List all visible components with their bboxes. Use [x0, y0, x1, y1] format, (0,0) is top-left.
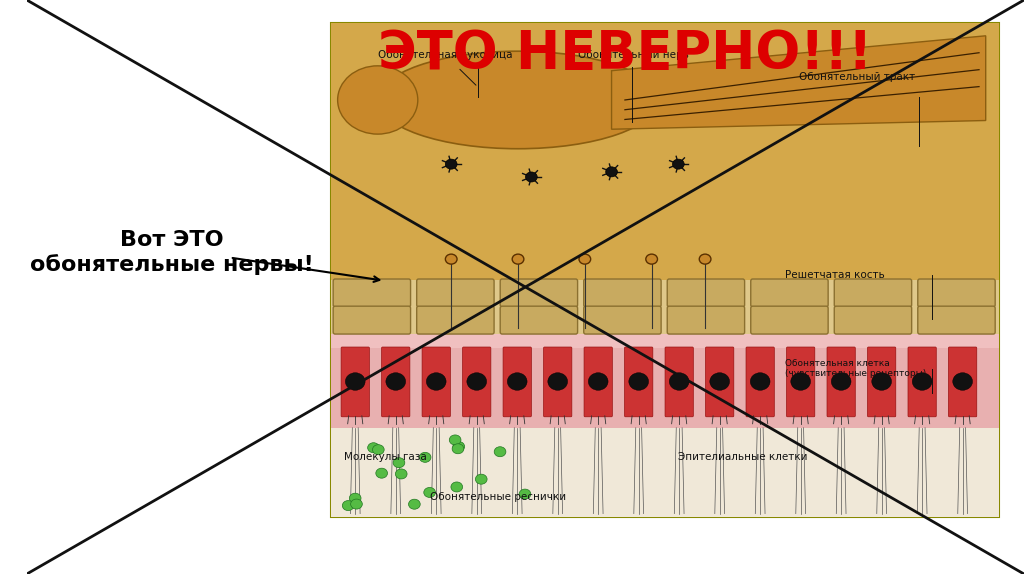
Ellipse shape — [710, 373, 729, 390]
FancyBboxPatch shape — [835, 279, 911, 307]
FancyBboxPatch shape — [751, 279, 828, 307]
Text: Молекулы газа: Молекулы газа — [344, 452, 427, 463]
Ellipse shape — [629, 373, 648, 390]
Bar — [331, 334, 999, 348]
FancyBboxPatch shape — [341, 347, 370, 417]
FancyBboxPatch shape — [584, 279, 662, 307]
Ellipse shape — [673, 159, 684, 169]
Ellipse shape — [338, 66, 418, 134]
FancyBboxPatch shape — [918, 279, 995, 307]
FancyBboxPatch shape — [668, 306, 744, 334]
Text: Эпителиальные клетки: Эпителиальные клетки — [678, 452, 808, 463]
FancyBboxPatch shape — [417, 306, 495, 334]
Ellipse shape — [373, 445, 384, 455]
Bar — [331, 334, 999, 428]
Ellipse shape — [350, 499, 362, 509]
Bar — [331, 23, 999, 280]
FancyBboxPatch shape — [584, 347, 612, 417]
FancyBboxPatch shape — [382, 347, 410, 417]
Ellipse shape — [589, 373, 608, 390]
Ellipse shape — [426, 373, 446, 390]
Ellipse shape — [912, 373, 932, 390]
Text: Вот ЭТО
обонятельные нервы!: Вот ЭТО обонятельные нервы! — [30, 230, 313, 275]
FancyBboxPatch shape — [668, 279, 744, 307]
Ellipse shape — [519, 489, 530, 499]
FancyBboxPatch shape — [463, 347, 490, 417]
Polygon shape — [611, 36, 986, 129]
Bar — [331, 280, 999, 334]
Ellipse shape — [467, 373, 486, 390]
Ellipse shape — [349, 493, 361, 503]
FancyBboxPatch shape — [544, 347, 571, 417]
FancyBboxPatch shape — [500, 306, 578, 334]
FancyBboxPatch shape — [333, 279, 411, 307]
Ellipse shape — [548, 373, 567, 390]
FancyBboxPatch shape — [918, 306, 995, 334]
Ellipse shape — [871, 373, 892, 390]
Ellipse shape — [831, 373, 851, 390]
Ellipse shape — [378, 51, 658, 149]
Ellipse shape — [342, 501, 354, 511]
Ellipse shape — [606, 167, 617, 177]
Text: Решетчатая кость: Решетчатая кость — [785, 270, 885, 280]
Ellipse shape — [386, 373, 406, 390]
Ellipse shape — [453, 444, 464, 454]
Ellipse shape — [451, 482, 463, 492]
Text: Обонятельные реснички: Обонятельные реснички — [430, 492, 566, 502]
FancyBboxPatch shape — [786, 347, 815, 417]
Ellipse shape — [495, 447, 506, 457]
Ellipse shape — [393, 457, 404, 468]
FancyBboxPatch shape — [584, 306, 662, 334]
Ellipse shape — [525, 172, 538, 182]
FancyBboxPatch shape — [665, 347, 693, 417]
Ellipse shape — [345, 373, 366, 390]
Ellipse shape — [453, 441, 465, 452]
Ellipse shape — [445, 159, 457, 169]
FancyBboxPatch shape — [867, 347, 896, 417]
Text: Обонятельная клетка
(чувствительные рецепторы): Обонятельная клетка (чувствительные реце… — [785, 359, 927, 378]
Ellipse shape — [751, 373, 770, 390]
FancyBboxPatch shape — [625, 347, 653, 417]
Bar — [331, 23, 999, 517]
FancyBboxPatch shape — [827, 347, 855, 417]
Ellipse shape — [579, 254, 591, 264]
Ellipse shape — [670, 373, 689, 390]
Text: Обонятельный нерв: Обонятельный нерв — [579, 50, 689, 60]
Ellipse shape — [424, 487, 435, 498]
FancyBboxPatch shape — [908, 347, 936, 417]
Ellipse shape — [512, 254, 524, 264]
Ellipse shape — [507, 373, 527, 390]
Ellipse shape — [409, 499, 420, 509]
FancyBboxPatch shape — [751, 306, 828, 334]
FancyBboxPatch shape — [835, 306, 911, 334]
Ellipse shape — [419, 452, 431, 462]
Bar — [331, 428, 999, 517]
FancyBboxPatch shape — [422, 347, 451, 417]
Ellipse shape — [646, 254, 657, 264]
Ellipse shape — [952, 373, 973, 390]
Ellipse shape — [791, 373, 811, 390]
FancyBboxPatch shape — [500, 279, 578, 307]
Ellipse shape — [699, 254, 711, 264]
Text: ЭТО НЕВЕРНО!!!: ЭТО НЕВЕРНО!!! — [378, 28, 872, 80]
Ellipse shape — [368, 443, 379, 453]
FancyBboxPatch shape — [333, 306, 411, 334]
FancyBboxPatch shape — [948, 347, 977, 417]
FancyBboxPatch shape — [706, 347, 734, 417]
Ellipse shape — [395, 469, 408, 479]
FancyBboxPatch shape — [417, 279, 495, 307]
Ellipse shape — [475, 474, 487, 484]
Text: Обонятельный тракт: Обонятельный тракт — [799, 72, 914, 82]
FancyBboxPatch shape — [746, 347, 774, 417]
Text: Обонятельная луковица: Обонятельная луковица — [378, 50, 512, 60]
FancyBboxPatch shape — [503, 347, 531, 417]
Ellipse shape — [450, 435, 461, 445]
Ellipse shape — [376, 468, 387, 478]
Ellipse shape — [445, 254, 457, 264]
